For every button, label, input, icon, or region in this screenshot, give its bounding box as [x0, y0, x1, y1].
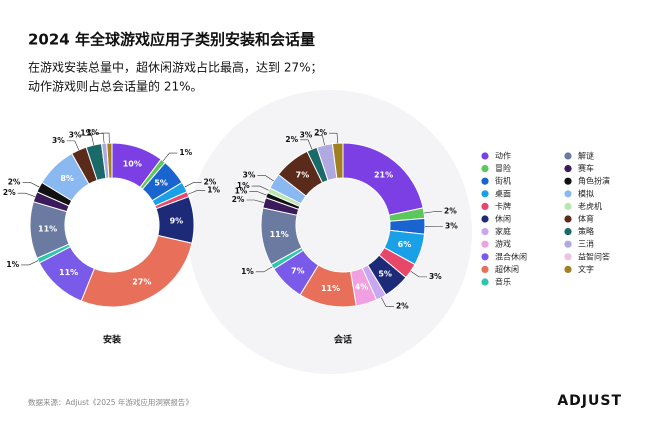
legend-swatch: [564, 203, 571, 210]
value-label: 21%: [374, 170, 393, 179]
value-label: 5%: [154, 179, 168, 188]
legend-label: 模拟: [578, 188, 594, 198]
legend-label: 休闲: [495, 214, 511, 224]
value-label: 8%: [60, 174, 74, 183]
value-label: 4%: [355, 282, 369, 291]
value-label: 2%: [3, 188, 16, 197]
value-label: 27%: [132, 278, 151, 287]
legend-label: 文字: [578, 264, 594, 274]
legend-swatch: [481, 278, 488, 285]
value-label: 1%: [6, 260, 19, 269]
value-label: 1%: [179, 148, 192, 157]
legend-swatch: [564, 178, 571, 185]
legend-label: 混合休闲: [495, 251, 527, 261]
value-label: 1%: [237, 181, 250, 190]
value-label: 1%: [207, 185, 220, 194]
legend-label: 角色扮演: [578, 176, 610, 186]
title: 2024 年全球游戏应用子类别安装和会话量: [28, 31, 315, 49]
chart-title: 安装: [103, 334, 122, 346]
legend-swatch: [481, 253, 488, 260]
legend-swatch: [481, 228, 488, 235]
legend-label: 街机: [495, 176, 511, 186]
legend-swatch: [481, 190, 488, 197]
value-label: 5%: [378, 269, 392, 278]
source: 数据来源：Adjust《2025 年游戏应用洞察报告》: [28, 397, 193, 407]
value-label: 10%: [123, 159, 142, 168]
legend-label: 三消: [578, 239, 594, 249]
legend-label: 超休闲: [495, 264, 519, 274]
value-label: 11%: [38, 225, 57, 234]
value-label: 2%: [396, 301, 409, 310]
value-label: 11%: [270, 230, 289, 239]
value-label: 11%: [59, 268, 78, 277]
value-label: 6%: [398, 240, 412, 249]
value-label: 2%: [8, 177, 21, 186]
legend-swatch: [564, 241, 571, 248]
value-label: 7%: [291, 266, 305, 275]
legend-swatch: [481, 178, 488, 185]
value-label: 1%: [86, 128, 99, 137]
value-label: 1%: [241, 267, 254, 276]
legend-label: 动作: [495, 151, 511, 161]
legend-label: 老虎机: [578, 201, 602, 211]
logo: ADJUST: [557, 393, 622, 409]
legend-label: 游戏: [495, 239, 511, 249]
legend-label: 解谜: [578, 151, 594, 161]
backdrop-circle: [188, 90, 472, 374]
legend-swatch: [481, 165, 488, 172]
legend-label: 卡牌: [495, 201, 511, 211]
legend-label: 赛车: [578, 163, 594, 173]
value-label: 3%: [243, 171, 256, 180]
legend-swatch: [481, 215, 488, 222]
legend-swatch: [564, 228, 571, 235]
legend-label: 冒险: [495, 163, 511, 173]
value-label: 2%: [444, 207, 457, 216]
value-label: 9%: [170, 216, 184, 225]
value-label: 7%: [296, 170, 310, 179]
legend-swatch: [481, 152, 488, 159]
subtitle: 在游戏安装总量中，超休闲游戏占比最高，达到 27%；: [28, 60, 323, 75]
legend-label: 策略: [578, 226, 594, 236]
legend-swatch: [564, 266, 571, 273]
value-label: 2%: [232, 195, 245, 204]
value-label: 3%: [300, 130, 313, 139]
legend-label: 家庭: [495, 226, 511, 236]
legend-swatch: [481, 241, 488, 248]
legend-swatch: [481, 266, 488, 273]
legend-swatch: [564, 152, 571, 159]
value-label: 11%: [321, 284, 340, 293]
value-label: 3%: [445, 221, 458, 230]
subtitle: 动作游戏则占总会话量的 21%。: [28, 79, 203, 94]
legend-swatch: [564, 215, 571, 222]
legend-swatch: [481, 203, 488, 210]
legend-label: 益智问答: [578, 251, 610, 261]
value-label: 2%: [285, 135, 298, 144]
value-label: 2%: [314, 128, 327, 137]
value-label: 3%: [52, 136, 65, 145]
legend-label: 体育: [578, 214, 594, 224]
legend-label: 桌面: [495, 188, 511, 198]
legend-swatch: [564, 190, 571, 197]
legend-swatch: [564, 253, 571, 260]
chart-title: 会话: [334, 334, 352, 346]
legend-swatch: [564, 165, 571, 172]
value-label: 3%: [429, 272, 442, 281]
legend-label: 音乐: [495, 277, 511, 287]
